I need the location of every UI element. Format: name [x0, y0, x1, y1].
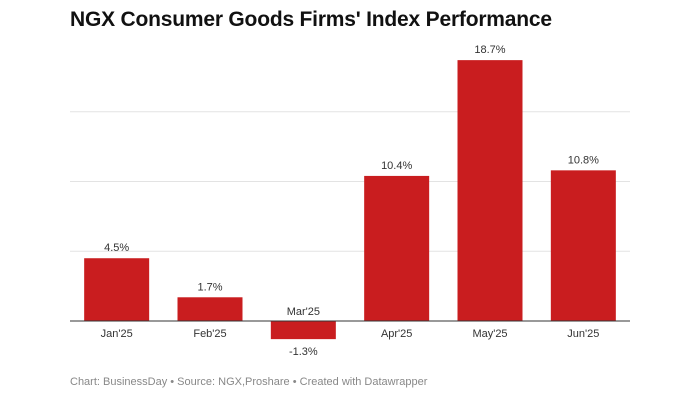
chart-title: NGX Consumer Goods Firms' Index Performa… — [70, 8, 552, 31]
bar — [457, 60, 523, 321]
data-label: -1.3% — [289, 346, 318, 358]
x-tick-label: May'25 — [472, 328, 507, 340]
x-tick-label: Feb'25 — [193, 328, 226, 340]
x-tick-label: Mar'25 — [287, 306, 320, 318]
bar — [270, 321, 336, 340]
data-label: 10.4% — [381, 160, 412, 172]
bar — [177, 297, 243, 321]
bar — [84, 258, 150, 321]
bar — [550, 170, 616, 321]
x-tick-label: Apr'25 — [381, 328, 412, 340]
data-label: 4.5% — [104, 242, 129, 254]
chart-footer: Chart: BusinessDay • Source: NGX,Proshar… — [70, 376, 428, 388]
data-label: 10.8% — [568, 154, 599, 166]
data-label: 18.7% — [474, 44, 505, 56]
x-tick-label: Jun'25 — [567, 328, 599, 340]
bar — [364, 175, 430, 321]
x-tick-label: Jan'25 — [101, 328, 133, 340]
data-label: 1.7% — [197, 281, 222, 293]
